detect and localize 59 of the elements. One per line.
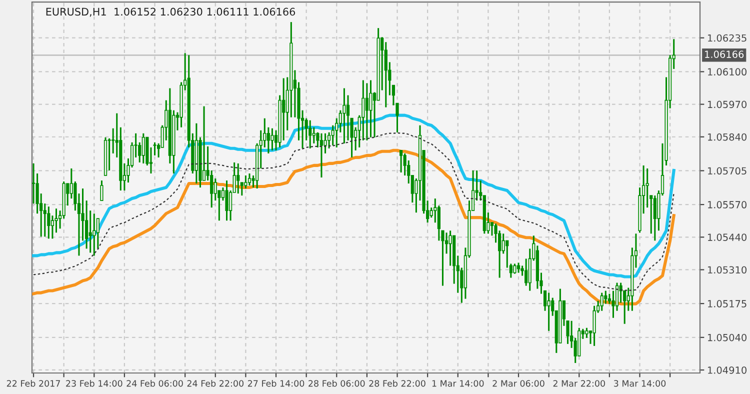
y-tick-label: 1.05440 xyxy=(708,234,747,241)
y-tick-label: 1.05570 xyxy=(708,201,747,208)
x-tick-label: 22 Feb 2017 xyxy=(6,380,60,387)
candlestick xyxy=(308,120,312,150)
candlestick xyxy=(324,132,327,154)
ref-line-label: 1.06166 xyxy=(705,50,744,58)
candlestick xyxy=(282,77,286,142)
x-tick-label: 2 Mar 22:00 xyxy=(553,380,605,387)
candlestick xyxy=(244,174,248,190)
candlestick xyxy=(202,106,206,182)
candlestick xyxy=(92,212,96,256)
candlestick xyxy=(592,305,596,347)
candlestick xyxy=(365,82,369,142)
x-tick-label: 28 Feb 06:00 xyxy=(308,380,365,387)
x-tick-label: 24 Feb 06:00 xyxy=(126,380,183,387)
candlestick xyxy=(516,262,520,274)
y-tick-label: 1.05175 xyxy=(708,300,746,308)
candlestick xyxy=(248,172,252,186)
candlestick xyxy=(566,320,570,345)
y-tick-label: 1.04910 xyxy=(708,366,747,374)
chart-title: EURUSD,H1 1.06152 1.06230 1.06111 1.06166 xyxy=(46,8,296,17)
candlestick xyxy=(653,194,656,242)
candlestick xyxy=(320,132,324,178)
x-tick-label: 24 Feb 22:00 xyxy=(187,380,244,387)
y-tick-label: 1.06235 xyxy=(708,34,746,42)
x-tick-label: 3 Mar 14:00 xyxy=(614,380,666,387)
candlestick xyxy=(88,210,92,254)
y-tick-label: 1.05705 xyxy=(708,167,746,175)
y-tick-label: 1.05970 xyxy=(708,100,747,108)
candlestick xyxy=(513,262,516,274)
line-series xyxy=(32,148,676,306)
y-tick-label: 1.05840 xyxy=(708,133,747,141)
candlestick xyxy=(448,230,452,266)
candlestick xyxy=(524,258,528,287)
candlestick xyxy=(369,79,372,138)
y-tick-label: 1.06100 xyxy=(708,68,747,76)
candlestick xyxy=(142,132,145,164)
candlestick xyxy=(236,162,240,194)
x-tick-label: 2 Mar 06:00 xyxy=(492,380,544,387)
x-tick-label: 28 Feb 22:00 xyxy=(369,380,426,387)
candlestick xyxy=(604,290,608,305)
candlestick xyxy=(266,126,270,154)
candlestick xyxy=(47,206,50,240)
candlestick xyxy=(547,292,550,332)
candlestick xyxy=(270,128,274,152)
candlestick xyxy=(100,180,104,202)
candlestick xyxy=(342,87,346,144)
candlestick xyxy=(225,180,228,222)
candlestick xyxy=(214,178,217,202)
x-tick-label: 1 Mar 14:00 xyxy=(432,380,484,387)
y-tick-label: 1.05040 xyxy=(708,334,747,342)
candlestick xyxy=(399,150,403,174)
candlestick xyxy=(384,41,388,108)
candlestick xyxy=(312,126,316,144)
candlestick xyxy=(153,142,156,156)
y-tick-label: 1.05310 xyxy=(708,266,747,274)
x-tick-label: 27 Feb 14:00 xyxy=(248,380,304,387)
candlestick xyxy=(600,292,604,312)
x-tick-label: 23 Feb 14:00 xyxy=(66,380,122,387)
